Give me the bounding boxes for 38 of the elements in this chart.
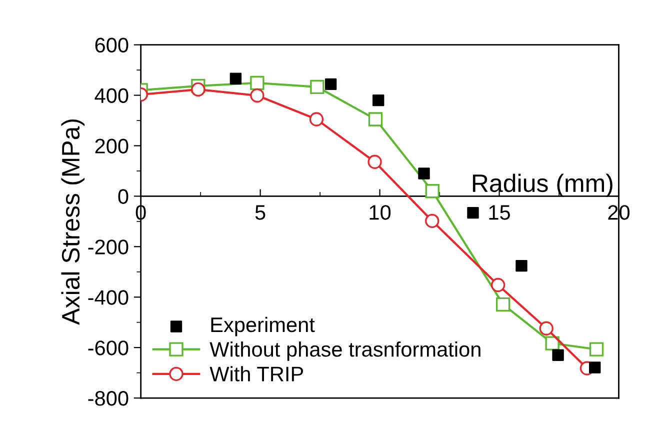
y-tick-label: -800 bbox=[88, 391, 128, 406]
point bbox=[545, 336, 560, 350]
point bbox=[250, 88, 264, 103]
x-tick-label: 15 bbox=[489, 205, 510, 220]
y-tick-label: 400 bbox=[94, 88, 128, 104]
x-tick-label: 5 bbox=[255, 205, 266, 220]
point bbox=[589, 342, 604, 356]
y-tick-label: 600 bbox=[95, 38, 128, 53]
y-tick-label: 0 bbox=[118, 189, 128, 204]
y-tick-label: -600 bbox=[88, 340, 128, 356]
point bbox=[310, 80, 324, 94]
point bbox=[425, 184, 440, 198]
point bbox=[516, 260, 528, 272]
legend-label: Experiment bbox=[211, 316, 315, 336]
point bbox=[250, 76, 264, 90]
point bbox=[490, 278, 506, 292]
y-tick-label: 200 bbox=[95, 138, 128, 154]
y-tick-label: -400 bbox=[88, 290, 128, 305]
point bbox=[467, 206, 479, 219]
y-axis-title: Axial Stress (MPa) bbox=[61, 119, 85, 325]
point bbox=[372, 94, 384, 106]
point bbox=[552, 349, 564, 361]
point bbox=[368, 154, 382, 169]
point bbox=[425, 214, 440, 228]
point bbox=[418, 168, 430, 180]
point bbox=[589, 362, 601, 374]
x-axis-title: Radius (mm) bbox=[472, 174, 612, 198]
point bbox=[539, 321, 554, 336]
point bbox=[496, 297, 510, 312]
legend-label: With TRIP bbox=[210, 366, 304, 382]
point bbox=[309, 112, 324, 126]
legend-label: Without phase trasnformation bbox=[210, 341, 480, 361]
point bbox=[324, 78, 337, 90]
point bbox=[230, 72, 242, 84]
y-tick-label: -200 bbox=[88, 240, 128, 254]
point bbox=[191, 82, 206, 97]
x-tick-label: 10 bbox=[370, 205, 391, 220]
point bbox=[368, 112, 383, 126]
